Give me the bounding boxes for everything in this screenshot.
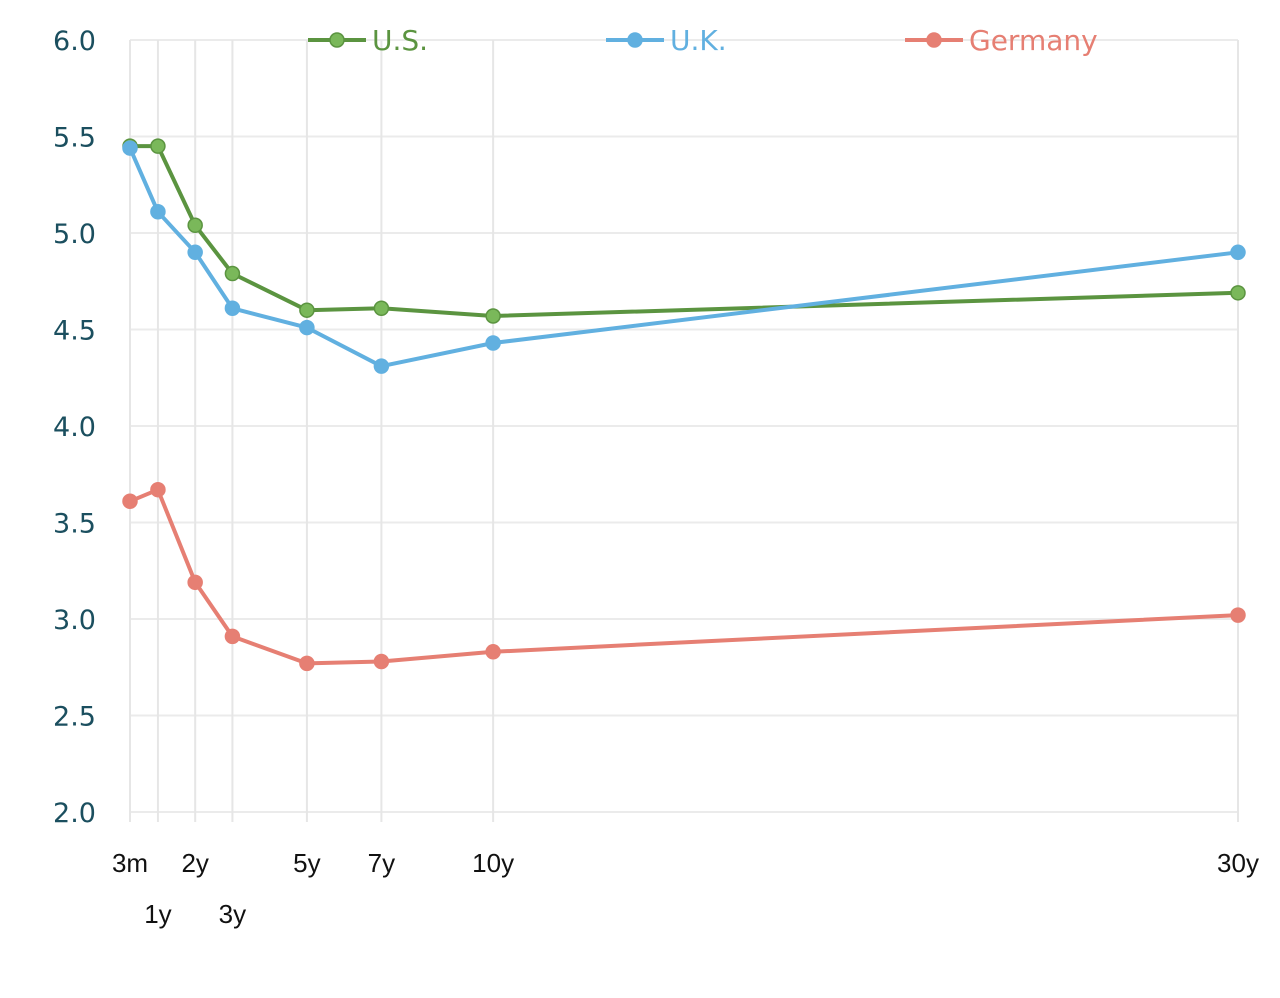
legend-marker xyxy=(627,32,643,48)
data-point xyxy=(1230,607,1246,623)
data-point xyxy=(224,300,241,317)
y-tick-label: 5.5 xyxy=(53,123,96,154)
data-point xyxy=(299,655,315,672)
y-tick-label: 3.0 xyxy=(53,605,96,636)
data-point xyxy=(299,302,315,318)
y-tick-label: 4.5 xyxy=(53,316,96,347)
x-axis-tick-labels: 3m 1y 2y 3y 5y 7y 10y 30y xyxy=(112,848,1259,929)
data-point xyxy=(1230,285,1246,301)
data-point xyxy=(150,138,166,154)
legend-marker xyxy=(926,32,942,48)
data-point xyxy=(122,140,138,156)
data-point xyxy=(150,481,166,498)
data-point xyxy=(373,358,390,374)
data-point xyxy=(187,574,203,591)
series-line-us xyxy=(130,144,1239,318)
data-point xyxy=(1230,244,1246,261)
data-point xyxy=(373,653,390,670)
data-point xyxy=(122,493,138,510)
x-tick-label: 3y xyxy=(219,899,246,929)
data-point xyxy=(299,319,315,336)
y-tick-label: 2.0 xyxy=(53,798,96,829)
x-tick-label: 30y xyxy=(1217,848,1259,878)
legend-label: U.K. xyxy=(670,24,727,57)
data-point xyxy=(187,244,203,261)
y-tick-label: 2.5 xyxy=(53,702,96,733)
data-point xyxy=(485,308,501,324)
data-point xyxy=(187,217,203,234)
x-tick-label: 10y xyxy=(472,848,514,878)
horizontal-gridlines xyxy=(130,39,1238,813)
vertical-gridlines xyxy=(129,40,1239,822)
legend-label: Germany xyxy=(969,24,1098,57)
series-line-germany xyxy=(129,487,1239,666)
legend: U.S. U.K. Germany xyxy=(308,24,1098,57)
x-tick-label: 5y xyxy=(293,848,320,878)
y-tick-label: 4.0 xyxy=(53,412,96,443)
data-point xyxy=(224,628,241,645)
y-tick-label: 6.0 xyxy=(53,26,96,57)
x-tick-label: 1y xyxy=(144,899,171,929)
data-point xyxy=(150,204,166,220)
legend-marker xyxy=(329,32,345,48)
y-tick-label: 3.5 xyxy=(53,509,96,540)
data-point xyxy=(485,335,501,351)
y-tick-label: 5.0 xyxy=(53,219,96,250)
series-line-uk xyxy=(128,147,1239,369)
legend-label: U.S. xyxy=(372,24,428,57)
data-point xyxy=(224,265,241,282)
x-tick-label: 3m xyxy=(112,848,148,878)
series-lines xyxy=(122,138,1246,672)
data-point xyxy=(373,300,390,317)
x-tick-label: 2y xyxy=(181,848,208,878)
data-point xyxy=(485,644,501,660)
y-axis-tick-labels: 6.0 5.5 5.0 4.5 4.0 3.5 3.0 2.5 2.0 xyxy=(53,26,96,829)
x-tick-label: 7y xyxy=(368,848,395,878)
